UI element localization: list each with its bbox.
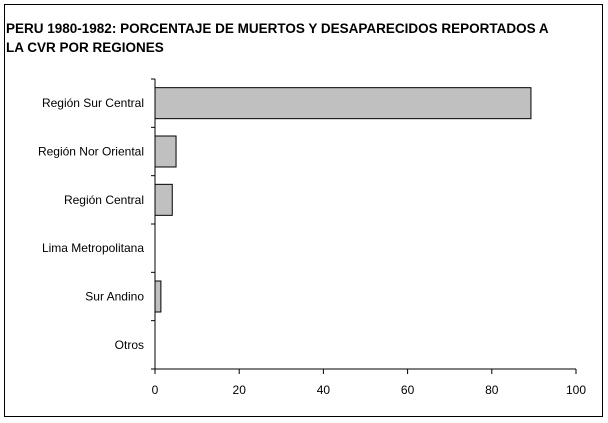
x-tick-label: 0	[152, 383, 159, 397]
bar	[154, 280, 162, 313]
x-tick-label: 40	[317, 383, 331, 397]
chart-frame	[4, 4, 603, 417]
chart-bars	[154, 87, 532, 313]
category-label: Sur Andino	[85, 290, 144, 304]
chart-labels: 0 20 40 60 80 100 Región Sur Central Región Nor…	[38, 96, 586, 397]
category-label: Región Nor Oriental	[38, 145, 144, 159]
x-tick-label: 60	[401, 383, 415, 397]
category-label: Otros	[115, 338, 144, 352]
category-label: Región Central	[64, 193, 144, 207]
category-label: Región Sur Central	[42, 96, 144, 110]
bar	[154, 135, 177, 168]
chart-title: PERU 1980-1982: PORCENTAJE DE MUERTOS Y …	[6, 21, 549, 55]
bar	[154, 183, 173, 216]
chart-axes	[151, 78, 577, 374]
x-tick-label: 80	[485, 383, 499, 397]
bar	[154, 87, 532, 120]
x-tick-label: 100	[566, 383, 586, 397]
x-tick-label: 20	[233, 383, 247, 397]
category-label: Lima Metropolitana	[42, 241, 144, 255]
